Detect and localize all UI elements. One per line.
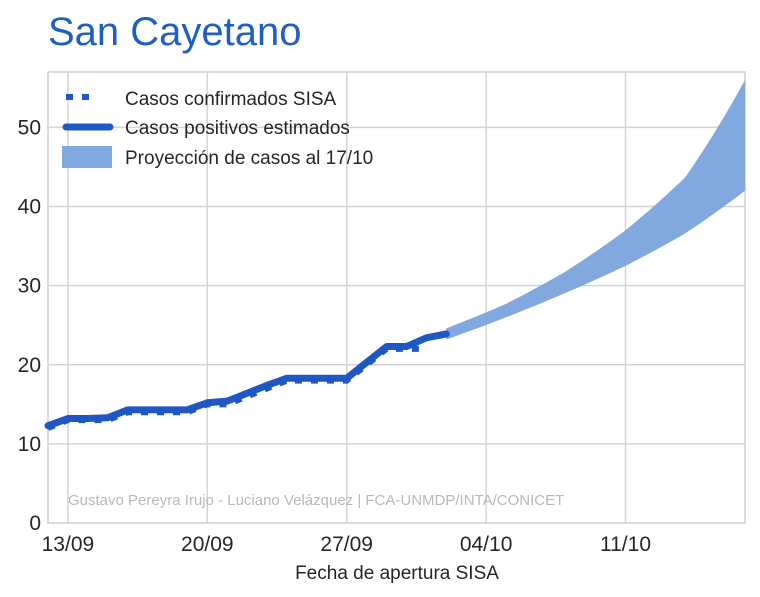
y-tick-label: 40 [18,196,41,219]
x-axis-label: Fecha de apertura SISA [295,563,499,584]
plot-area [47,71,746,524]
legend-swatch-projection [62,146,112,168]
x-tick-label: 13/09 [42,533,95,556]
y-tick-label: 10 [18,433,41,456]
projection-band-layer [446,79,745,340]
y-tick-label: 30 [18,275,41,298]
x-tick-label: 20/09 [181,533,234,556]
x-tick-labels: 13/09 20/09 27/09 04/10 11/10 [42,533,651,556]
legend: Casos confirmados SISA Casos positivos e… [62,89,373,169]
y-tick-labels: 0 10 20 30 40 50 [18,116,41,535]
legend-label-confirmed: Casos confirmados SISA [125,89,337,110]
confirmed-cases-line [46,345,427,431]
x-tick-label: 04/10 [460,533,513,556]
chart-title: San Cayetano [48,10,302,54]
legend-label-estimated: Casos positivos estimados [125,118,350,139]
y-tick-label: 20 [18,354,41,377]
legend-label-projection: Proyección de casos al 17/10 [125,148,373,169]
x-tick-label: 27/09 [320,533,373,556]
chart-credit: Gustavo Pereyra Irujo - Luciano Velázque… [68,492,564,509]
x-tick-label: 11/10 [600,533,651,556]
projection-band [446,79,745,340]
series-line-layer [44,330,450,431]
y-tick-label: 0 [29,512,41,535]
y-tick-label: 50 [18,116,41,139]
